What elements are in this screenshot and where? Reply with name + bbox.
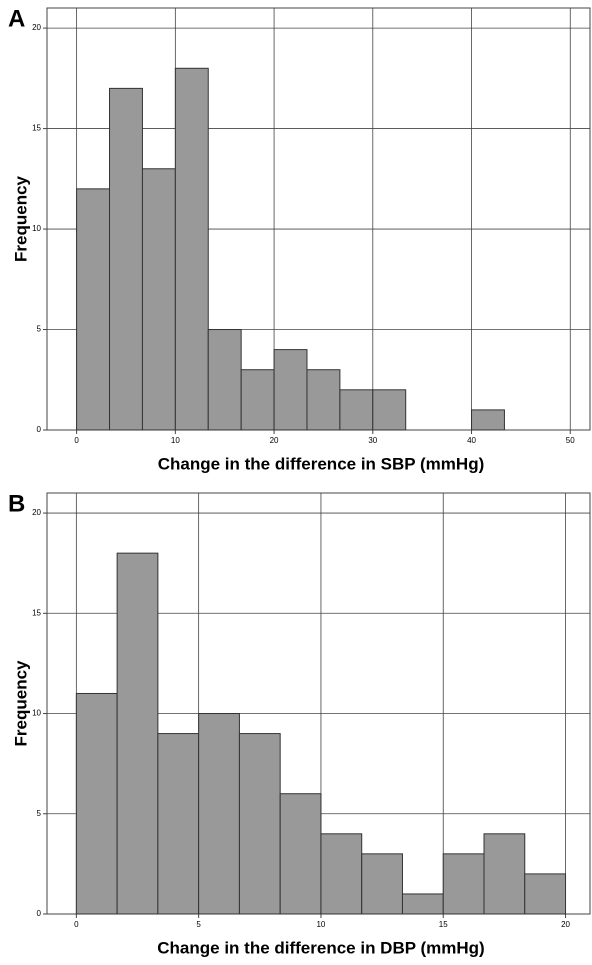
bar bbox=[116, 552, 159, 915]
bar bbox=[339, 389, 374, 431]
x-tick-label: 10 bbox=[316, 920, 325, 929]
bar bbox=[273, 349, 308, 431]
panel-label: B bbox=[8, 490, 25, 517]
y-tick-label: 20 bbox=[32, 23, 41, 32]
bar bbox=[141, 168, 176, 431]
bar bbox=[320, 833, 363, 915]
bar bbox=[75, 692, 118, 915]
bar bbox=[471, 409, 505, 431]
y-axis-label: Frequency bbox=[11, 660, 30, 747]
y-tick-label: 10 bbox=[32, 224, 41, 233]
bar bbox=[198, 713, 240, 915]
x-tick-label: 0 bbox=[74, 436, 79, 445]
x-tick-label: 20 bbox=[561, 920, 570, 929]
bar bbox=[279, 793, 322, 915]
bar bbox=[361, 853, 403, 915]
bar bbox=[483, 833, 526, 915]
bar bbox=[401, 893, 444, 915]
y-tick-label: 0 bbox=[37, 425, 42, 434]
x-tick-label: 50 bbox=[566, 436, 575, 445]
x-tick-label: 10 bbox=[171, 436, 180, 445]
bar bbox=[442, 853, 485, 915]
bar bbox=[157, 733, 200, 915]
bar bbox=[240, 369, 275, 431]
y-tick-label: 5 bbox=[37, 809, 42, 818]
x-tick-label: 5 bbox=[196, 920, 201, 929]
x-tick-label: 30 bbox=[368, 436, 377, 445]
y-tick-label: 10 bbox=[32, 709, 41, 718]
y-tick-label: 15 bbox=[32, 124, 41, 133]
x-tick-label: 15 bbox=[439, 920, 448, 929]
x-axis-label: Change in the difference in DBP (mmHg) bbox=[157, 938, 484, 957]
y-axis-label: Frequency bbox=[11, 175, 30, 262]
bar bbox=[207, 329, 242, 431]
y-tick-label: 15 bbox=[32, 608, 41, 617]
x-tick-label: 40 bbox=[467, 436, 476, 445]
bar bbox=[174, 67, 209, 431]
panel-label: A bbox=[8, 5, 25, 32]
bar bbox=[109, 87, 143, 431]
y-tick-label: 0 bbox=[37, 909, 42, 918]
x-tick-label: 20 bbox=[270, 436, 279, 445]
x-tick-label: 0 bbox=[74, 920, 79, 929]
bar bbox=[524, 873, 567, 915]
x-axis-label: Change in the difference in SBP (mmHg) bbox=[158, 454, 485, 473]
y-tick-label: 5 bbox=[37, 325, 42, 334]
y-tick-label: 20 bbox=[32, 508, 41, 517]
bar bbox=[306, 369, 341, 431]
bar bbox=[372, 389, 407, 431]
bar bbox=[76, 188, 111, 431]
bar bbox=[238, 733, 281, 915]
